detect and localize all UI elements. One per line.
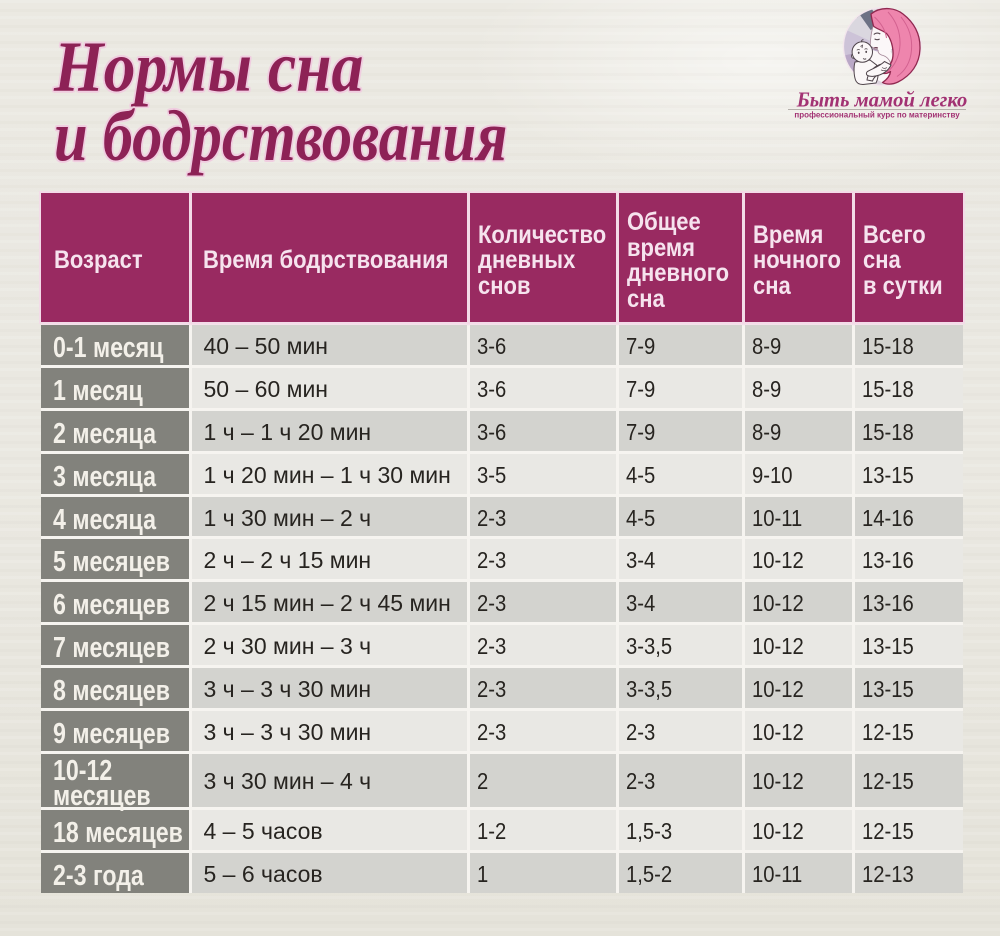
svg-text:Быть мамой легко: Быть мамой легко [796, 90, 968, 112]
svg-text:профессиональный курс по матер: профессиональный курс по материнству [794, 111, 960, 120]
